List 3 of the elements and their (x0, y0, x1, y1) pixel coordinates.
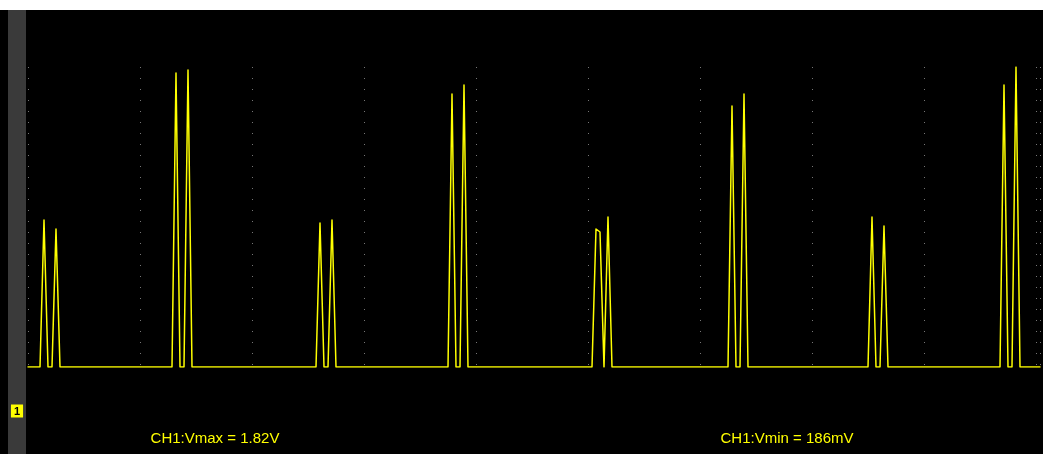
text: CH1:Vmin = 186mV (720, 428, 854, 446)
text: CH1:Vmax = 1.82V (150, 428, 280, 446)
text: 1 (13, 405, 21, 417)
